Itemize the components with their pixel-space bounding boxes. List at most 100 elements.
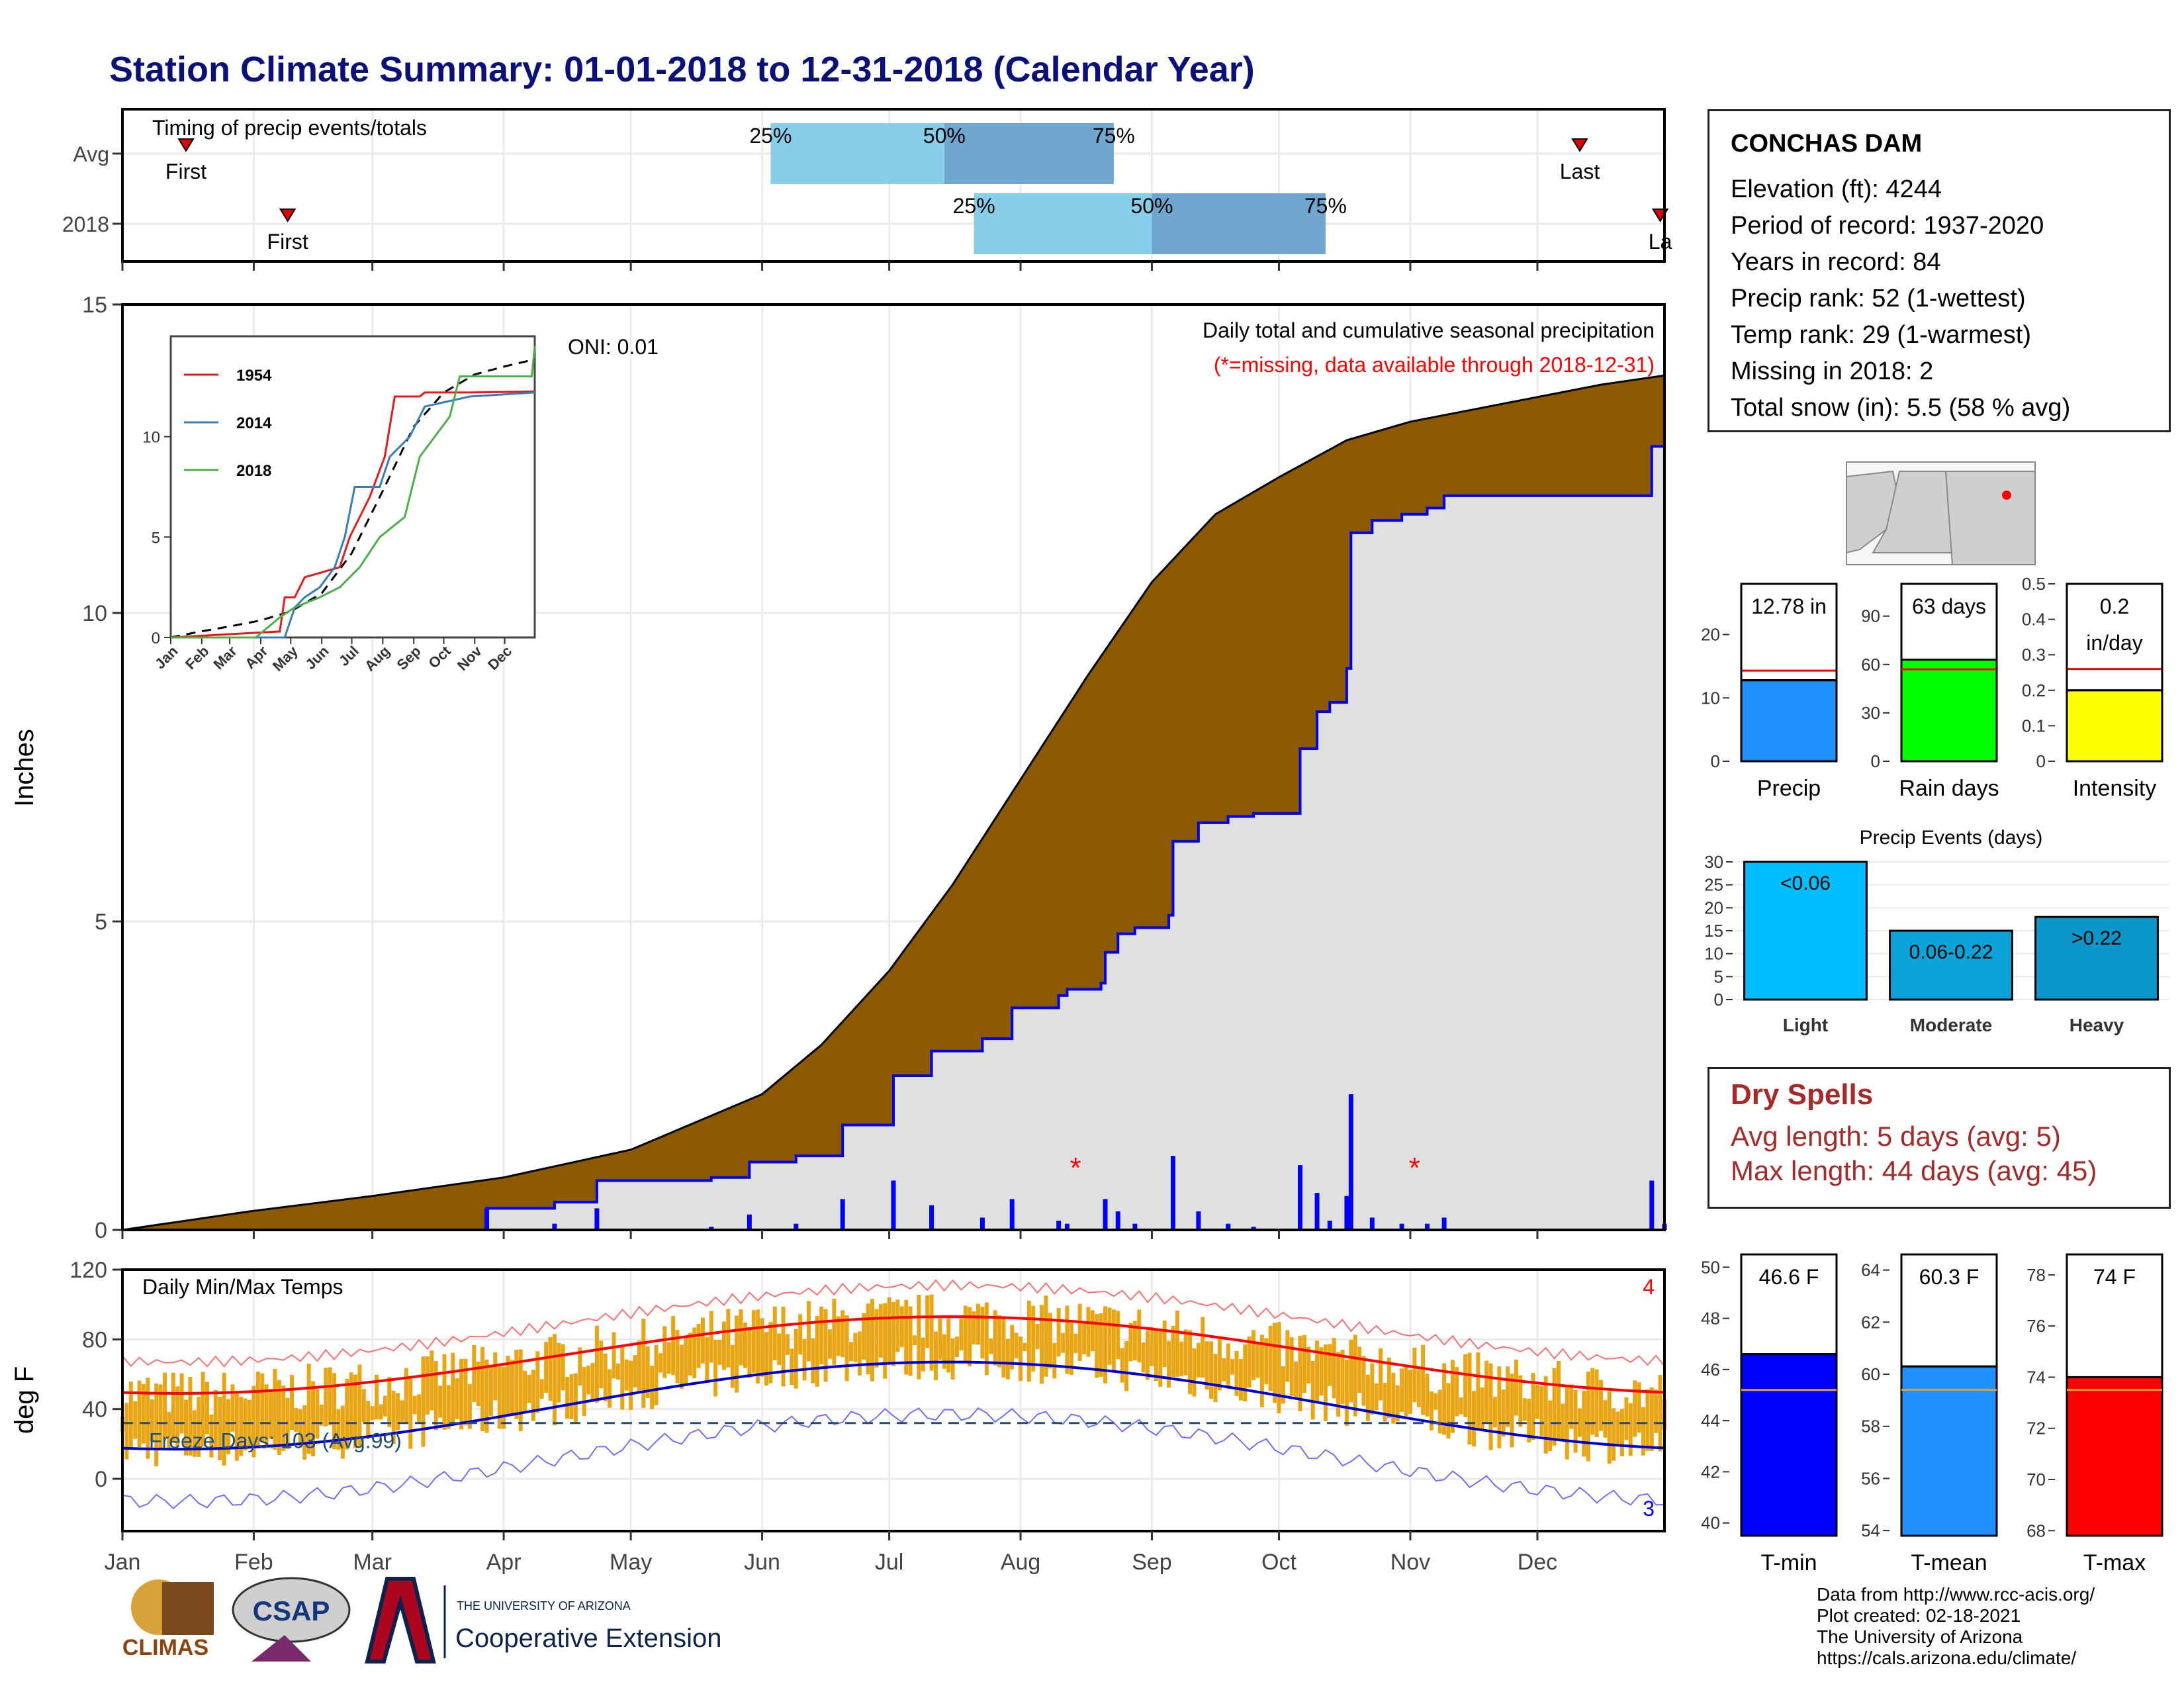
daily-temp-bar	[1658, 1375, 1662, 1452]
daily-precip-bar	[794, 1223, 799, 1230]
daily-temp-bar	[641, 1319, 646, 1408]
daily-temp-bar	[1048, 1313, 1052, 1369]
daily-temp-bar	[463, 1358, 468, 1426]
daily-temp-bar	[1374, 1383, 1379, 1411]
intensity-chart-category-label: Intensity	[2073, 776, 2157, 801]
inset-legend-label: 2018	[236, 462, 271, 480]
daily-temp-bar	[557, 1342, 561, 1403]
daily-temp-bar	[255, 1371, 260, 1449]
rain-days-chart-y-tick-label: 0	[1871, 751, 1880, 771]
precip-total-chart: 0 10 20 12.78 in Precip	[1701, 583, 1848, 801]
intensity-chart-y-tick-label: 0.4	[2022, 610, 2046, 630]
daily-temp-bar	[455, 1378, 459, 1419]
daily-temp-bar	[1247, 1336, 1251, 1388]
daily-temp-bar	[1404, 1365, 1408, 1417]
precip-y-tick-label: 10	[82, 601, 107, 626]
daily-precip-bar	[1056, 1221, 1062, 1230]
daily-temp-bar	[1484, 1360, 1489, 1423]
daily-temp-bar	[1514, 1360, 1518, 1416]
daily-temp-bar	[1425, 1374, 1430, 1417]
daily-temp-bar	[1450, 1360, 1455, 1433]
temp-max-chart-y-tick-label: 68	[2026, 1521, 2046, 1540]
daily-temp-bar	[624, 1359, 629, 1391]
daily-temp-bar	[1116, 1311, 1120, 1360]
map-station-dot	[2002, 491, 2011, 500]
temp-mean-chart-bar	[1900, 1365, 1998, 1537]
temp-y-axis-label: deg F	[10, 1366, 39, 1434]
temp-mean-chart-y-tick-label: 60	[1861, 1364, 1880, 1384]
daily-temp-bar	[899, 1306, 904, 1348]
daily-temp-bar	[735, 1315, 739, 1393]
daily-temp-bar	[179, 1373, 184, 1434]
daily-temp-bar	[1310, 1360, 1315, 1420]
credit-university: The University of Arizona	[1817, 1626, 2023, 1647]
daily-temp-bar	[1353, 1335, 1357, 1417]
daily-temp-bar	[866, 1303, 870, 1375]
daily-precip-bar	[979, 1217, 985, 1230]
daily-temp-bar	[968, 1307, 972, 1367]
intensity-chart-y-tick-label: 0.2	[2022, 680, 2046, 700]
precip-total-chart-bar	[1740, 679, 1838, 763]
daily-temp-bar	[1442, 1363, 1447, 1435]
daily-temp-bar	[832, 1298, 837, 1365]
daily-precip-bar	[1327, 1221, 1332, 1230]
daily-temp-bar	[1069, 1323, 1073, 1376]
oni-label: ONI: 0.01	[568, 335, 659, 359]
daily-temp-bar	[1281, 1366, 1285, 1404]
daily-temp-bar	[603, 1353, 608, 1401]
daily-temp-bar	[209, 1414, 214, 1458]
daily-temp-bar	[662, 1326, 667, 1378]
daily-temp-bar	[197, 1397, 201, 1457]
daily-temp-bar	[1201, 1317, 1205, 1378]
daily-temp-bar	[391, 1391, 396, 1444]
logos: CLIMAS CSAP THE UNIVERSITY OF ARIZONA Coope…	[122, 1577, 721, 1664]
daily-temp-bar	[421, 1356, 426, 1447]
daily-temp-bar	[955, 1336, 960, 1358]
daily-temp-bar	[281, 1385, 286, 1451]
daily-temp-bar	[836, 1316, 841, 1356]
daily-temp-bar	[582, 1366, 586, 1416]
daily-temp-bar	[1628, 1403, 1633, 1456]
event-bar-label: 0.06-0.22	[1909, 941, 1993, 963]
temp-panel-label: Daily Min/Max Temps	[142, 1275, 343, 1299]
daily-temp-bar	[781, 1307, 786, 1387]
timing-q75-label: 75%	[1093, 124, 1135, 148]
daily-temp-bar	[959, 1318, 964, 1350]
daily-temp-bar	[349, 1372, 353, 1439]
daily-temp-bar	[1095, 1314, 1099, 1378]
daily-precip-bar	[1009, 1199, 1015, 1230]
daily-temp-bar	[925, 1295, 930, 1348]
daily-temp-bar	[772, 1306, 777, 1360]
daily-temp-bar	[1349, 1339, 1353, 1403]
temp-min-chart: 40 42 44 46 48 50 46.6 F T-min	[1701, 1253, 1848, 1575]
daily-temp-bar	[319, 1404, 324, 1426]
daily-temp-bar	[1539, 1385, 1544, 1436]
daily-temp-bar	[366, 1401, 371, 1437]
rain-days-chart-frame	[1900, 583, 1998, 661]
intensity-chart-y-tick-label: 0.3	[2022, 645, 2046, 665]
event-category-label: Moderate	[1910, 1015, 1992, 1035]
daily-temp-bar	[917, 1295, 921, 1380]
daily-temp-bar	[1344, 1359, 1349, 1426]
daily-temp-bar	[1137, 1309, 1142, 1362]
daily-temp-bar	[472, 1344, 477, 1403]
dry-max-length: Max length: 44 days (avg: 45)	[1731, 1155, 2097, 1186]
daily-temp-bar	[853, 1333, 858, 1362]
daily-temp-bar	[1268, 1325, 1273, 1391]
daily-temp-bar	[400, 1400, 404, 1422]
temp-min-chart-category-label: T-min	[1761, 1550, 1817, 1575]
daily-temp-bar	[1633, 1380, 1637, 1437]
daily-temp-bar	[1077, 1303, 1082, 1362]
daily-temp-bar	[1603, 1400, 1608, 1438]
daily-temp-bar	[1561, 1403, 1565, 1442]
daily-temp-bar	[1357, 1346, 1362, 1393]
ua-small-text: THE UNIVERSITY OF ARIZONA	[457, 1599, 631, 1613]
daily-temp-bar	[1569, 1384, 1574, 1429]
daily-temp-bar	[171, 1372, 175, 1442]
timing-q25-label: 25%	[953, 194, 995, 218]
daily-temp-bar	[751, 1310, 756, 1373]
daily-temp-bar	[163, 1372, 167, 1438]
daily-temp-bar	[442, 1354, 447, 1430]
timing-first-label: First	[165, 160, 206, 183]
event-bar-light	[1743, 861, 1868, 1001]
